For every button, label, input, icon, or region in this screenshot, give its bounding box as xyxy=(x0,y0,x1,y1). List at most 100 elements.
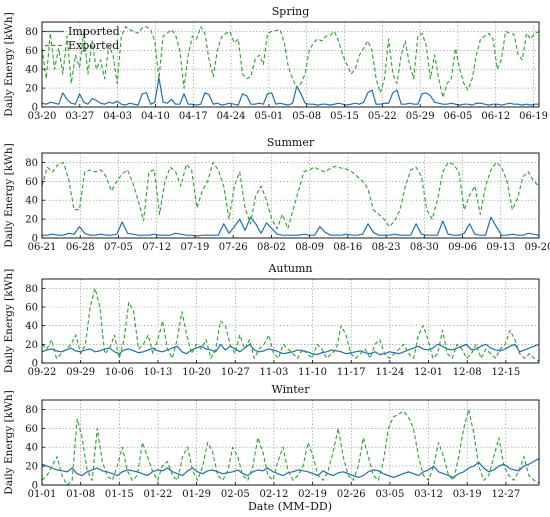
x-tick-label: 07-12 xyxy=(142,242,171,253)
series-line-exported xyxy=(41,287,540,362)
x-tick-label: 09-06 xyxy=(448,242,477,253)
plot-frame xyxy=(41,399,540,486)
x-tick-label: 02-19 xyxy=(298,489,327,500)
x-tick-label: 01-22 xyxy=(144,489,173,500)
x-tick-label: 02-26 xyxy=(337,489,366,500)
chart-panel-autumn: 0 20 40 60 80 09-22 09-29 10-06 10-13 10-20 10-27 1… xyxy=(3,262,540,378)
y-tick-label: 0 xyxy=(32,234,38,245)
x-tick-label: 07-05 xyxy=(104,242,133,253)
series-line-exported xyxy=(41,408,540,486)
x-tick-label: 10-20 xyxy=(182,367,211,378)
x-tick-label: 10-06 xyxy=(105,367,134,378)
panel-title: Winter xyxy=(272,383,311,396)
x-tick-label: 09-20 xyxy=(525,242,550,253)
x-tick-label: 03-05 xyxy=(375,489,404,500)
x-tick-label: 01-01 xyxy=(28,489,57,500)
x-tick-label: 06-21 xyxy=(28,242,57,253)
plot-frame xyxy=(41,152,540,239)
x-tick-label: 04-03 xyxy=(103,111,132,122)
x-tick-label: 02-12 xyxy=(260,489,289,500)
plot-frame xyxy=(41,278,540,364)
x-tick-label: 03-12 xyxy=(414,489,443,500)
panel-title: Spring xyxy=(272,5,309,18)
x-tick-label: 05-01 xyxy=(254,111,283,122)
legend-label-imported: Imported xyxy=(68,25,120,38)
y-tick-label: 60 xyxy=(25,46,38,57)
x-tick-label: 03-27 xyxy=(65,111,94,122)
x-tick-label: 06-12 xyxy=(481,111,510,122)
series-line-exported xyxy=(41,161,540,230)
series-line-imported xyxy=(41,343,540,356)
x-tick-label: 04-10 xyxy=(141,111,170,122)
chart-panel-summer: 0 20 40 60 80 06-21 06-28 07-05 07-12 07-19 07-26 0… xyxy=(3,136,550,253)
x-tick-label: 12-15 xyxy=(491,367,520,378)
x-tick-label: 10-27 xyxy=(221,367,250,378)
x-tick-label: 02-05 xyxy=(221,489,250,500)
y-tick-label: 60 xyxy=(25,177,38,188)
x-tick-label: 06-05 xyxy=(444,111,473,122)
y-tick-label: 0 xyxy=(32,481,38,492)
x-tick-label: 05-29 xyxy=(406,111,435,122)
y-axis-label: Daily Energy [kWh] xyxy=(3,390,15,494)
x-tick-label: 05-15 xyxy=(330,111,359,122)
x-tick-label: 04-17 xyxy=(179,111,208,122)
y-tick-label: 0 xyxy=(32,359,38,370)
series-line-imported xyxy=(41,458,540,479)
chart-panel-spring: 0 20 40 60 80 03-20 03-27 04-03 04-10 04-17 04-24 0… xyxy=(3,5,548,122)
x-tick-label: 06-19 xyxy=(519,111,548,122)
x-tick-label: 08-16 xyxy=(333,242,362,253)
x-tick-label: 11-10 xyxy=(298,367,327,378)
x-tick-label: 03-20 xyxy=(28,111,57,122)
y-tick-label: 80 xyxy=(25,405,38,416)
y-tick-label: 80 xyxy=(25,284,38,295)
x-tick-label: 08-02 xyxy=(257,242,286,253)
y-tick-label: 60 xyxy=(25,424,38,435)
y-tick-label: 20 xyxy=(25,84,38,95)
panel-title: Autumn xyxy=(267,262,312,275)
y-tick-label: 20 xyxy=(25,340,38,351)
x-tick-label: 01-29 xyxy=(182,489,211,500)
y-tick-label: 80 xyxy=(25,158,38,169)
x-tick-label: 09-29 xyxy=(66,367,95,378)
y-tick-label: 20 xyxy=(25,462,38,473)
series-line-exported xyxy=(41,26,540,99)
x-tick-label: 12-01 xyxy=(414,367,443,378)
y-tick-label: 0 xyxy=(32,103,38,114)
y-axis-label: Daily Energy [kWh] xyxy=(3,269,15,373)
x-tick-label: 10-13 xyxy=(144,367,173,378)
x-tick-label: 07-26 xyxy=(219,242,248,253)
x-tick-label: 07-19 xyxy=(181,242,210,253)
x-tick-label: 05-22 xyxy=(368,111,397,122)
x-tick-label: 09-13 xyxy=(486,242,515,253)
x-tick-label: 08-09 xyxy=(295,242,324,253)
chart-panel-winter: 0 20 40 60 80 01-01 01-08 01-15 01-22 01-29 02-05 0… xyxy=(3,383,540,500)
series-line-imported xyxy=(41,77,539,106)
x-tick-label: 11-17 xyxy=(337,367,366,378)
x-tick-label: 03-19 xyxy=(453,489,482,500)
x-tick-label: 04-24 xyxy=(217,111,246,122)
y-tick-label: 40 xyxy=(25,196,38,207)
x-tick-label: 11-24 xyxy=(375,367,404,378)
x-axis-label: Date (MM–DD) xyxy=(248,500,332,513)
y-tick-label: 40 xyxy=(25,321,38,332)
x-tick-label: 09-22 xyxy=(28,367,57,378)
y-tick-label: 60 xyxy=(25,303,38,314)
x-tick-label: 01-15 xyxy=(105,489,134,500)
panel-title: Summer xyxy=(267,136,315,149)
legend-label-exported: Exported xyxy=(68,39,119,52)
x-tick-label: 05-08 xyxy=(292,111,321,122)
y-axis-label: Daily Energy [kWh] xyxy=(3,143,15,247)
x-tick-label: 08-30 xyxy=(410,242,439,253)
x-tick-label: 01-08 xyxy=(66,489,95,500)
x-tick-label: 12-08 xyxy=(453,367,482,378)
y-tick-label: 40 xyxy=(25,65,38,76)
x-tick-label: 08-23 xyxy=(372,242,401,253)
y-tick-label: 40 xyxy=(25,443,38,454)
plot-frame xyxy=(41,21,540,108)
x-tick-label: 12-27 xyxy=(491,489,520,500)
x-tick-label: 06-28 xyxy=(66,242,95,253)
y-tick-label: 20 xyxy=(25,215,38,226)
y-tick-label: 80 xyxy=(25,27,38,38)
